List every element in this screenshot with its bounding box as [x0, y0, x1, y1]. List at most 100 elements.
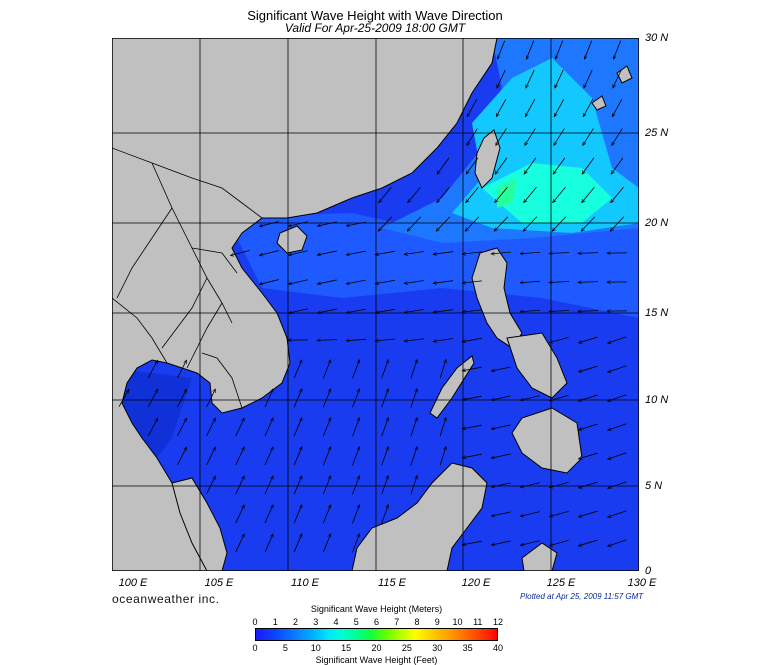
direction-arrow	[235, 505, 245, 524]
direction-arrow	[147, 360, 158, 378]
direction-arrow	[467, 128, 478, 146]
direction-arrow	[526, 40, 535, 60]
direction-arrow	[293, 360, 302, 379]
direction-arrow	[608, 452, 627, 459]
direction-arrow	[466, 187, 479, 202]
meters-tick-label: 8	[414, 617, 420, 627]
direction-arrow	[264, 505, 274, 524]
direction-arrow	[322, 505, 330, 524]
direction-arrow	[491, 251, 511, 254]
direction-arrow	[439, 417, 446, 437]
meters-tick-label: 12	[492, 617, 503, 627]
direction-arrow	[491, 540, 511, 545]
direction-arrow	[525, 69, 535, 88]
direction-arrow	[147, 418, 158, 436]
direction-arrow	[462, 309, 482, 312]
direction-arrow	[352, 418, 359, 437]
direction-arrow	[404, 309, 424, 313]
direction-arrow	[578, 423, 598, 430]
direction-arrow	[578, 539, 598, 546]
direction-arrow	[408, 187, 421, 202]
feet-tick-label: 35	[462, 643, 473, 653]
direction-arrow	[346, 339, 367, 340]
direction-arrow	[578, 394, 598, 401]
direction-arrow	[206, 418, 216, 437]
feet-tick-label: 5	[282, 643, 288, 653]
direction-arrow	[462, 366, 482, 371]
direction-arrow	[410, 389, 417, 408]
direction-arrow	[346, 221, 366, 226]
direction-arrow	[549, 310, 570, 311]
direction-arrow	[378, 216, 393, 232]
direction-arrow	[322, 389, 330, 408]
direction-arrow	[235, 447, 245, 466]
direction-arrow	[610, 216, 625, 232]
direction-arrow	[555, 40, 564, 60]
brand-logo-text: oceanweather inc.	[112, 592, 220, 606]
direction-arrow	[264, 534, 274, 553]
direction-arrow	[288, 279, 308, 284]
direction-arrow	[375, 308, 395, 312]
direction-arrow	[379, 187, 392, 202]
direction-arrow	[381, 418, 389, 437]
direction-arrow	[410, 360, 417, 379]
direction-arrow	[496, 128, 507, 146]
direction-arrow	[375, 279, 395, 283]
lon-label-125e: 125 E	[546, 577, 576, 589]
direction-arrow	[293, 534, 302, 553]
direction-arrow	[491, 453, 511, 458]
direction-arrow	[553, 187, 566, 202]
direction-arrow	[410, 476, 417, 495]
lon-label-110e: 110 E	[291, 577, 319, 589]
direction-arrow	[608, 336, 627, 343]
direction-arrow	[352, 505, 359, 524]
direction-arrow	[293, 418, 302, 437]
direction-arrow	[524, 157, 537, 174]
direction-arrow	[381, 360, 389, 379]
direction-arrow	[491, 482, 511, 487]
direction-arrow	[317, 250, 337, 255]
wave-height-colorbar	[255, 628, 498, 641]
direction-arrow	[608, 481, 627, 488]
direction-arrow	[525, 99, 536, 117]
direction-arrow	[584, 40, 593, 60]
direction-arrow	[549, 336, 569, 342]
direction-arrow	[462, 395, 482, 400]
direction-arrow	[520, 482, 540, 488]
legend-meters-title: Significant Wave Height (Meters)	[310, 604, 443, 614]
direction-arrow	[410, 418, 417, 437]
direction-arrow	[404, 280, 424, 284]
direction-arrow	[436, 216, 451, 232]
direction-arrow	[177, 418, 187, 437]
direction-arrow	[611, 157, 624, 174]
lon-label-120e: 120 E	[461, 577, 491, 589]
direction-arrow	[147, 389, 158, 407]
direction-arrow	[467, 99, 478, 117]
legend-feet-title: Significant Wave Height (Feet)	[315, 655, 438, 665]
meters-tick-label: 11	[473, 617, 483, 627]
wave-height-map	[112, 38, 639, 571]
direction-arrow	[578, 282, 599, 283]
direction-arrow	[552, 216, 567, 232]
feet-tick-label: 40	[492, 643, 503, 653]
direction-arrow	[578, 452, 598, 459]
direction-arrow	[381, 447, 389, 466]
direction-arrow	[578, 253, 599, 254]
direction-arrow	[496, 69, 506, 88]
feet-tick-label: 10	[310, 643, 321, 653]
direction-arrow	[322, 476, 330, 495]
direction-arrow	[407, 216, 422, 232]
direction-arrow	[520, 395, 540, 401]
wave-direction-arrows	[118, 40, 628, 553]
direction-arrow	[293, 389, 302, 408]
direction-arrow	[520, 310, 541, 311]
direction-arrow	[549, 510, 569, 516]
direction-arrow	[462, 280, 482, 283]
direction-arrow	[352, 360, 359, 379]
direction-arrow	[612, 69, 622, 88]
direction-arrow	[177, 360, 187, 379]
meters-tick-label: 7	[394, 617, 400, 627]
plotted-timestamp: Plotted at Apr 25, 2009 11:57 GMT	[520, 592, 644, 601]
direction-arrow	[525, 128, 536, 146]
direction-arrow	[608, 510, 627, 517]
